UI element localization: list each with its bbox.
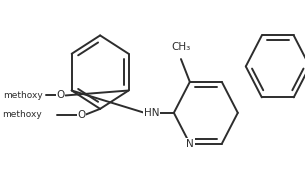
Text: methoxy: methoxy <box>3 91 43 100</box>
Text: CH₃: CH₃ <box>171 42 191 52</box>
Text: HN: HN <box>144 108 159 118</box>
Text: N: N <box>186 139 194 149</box>
Text: O: O <box>56 91 64 100</box>
Text: methoxy: methoxy <box>2 110 41 119</box>
Text: O: O <box>77 110 86 120</box>
